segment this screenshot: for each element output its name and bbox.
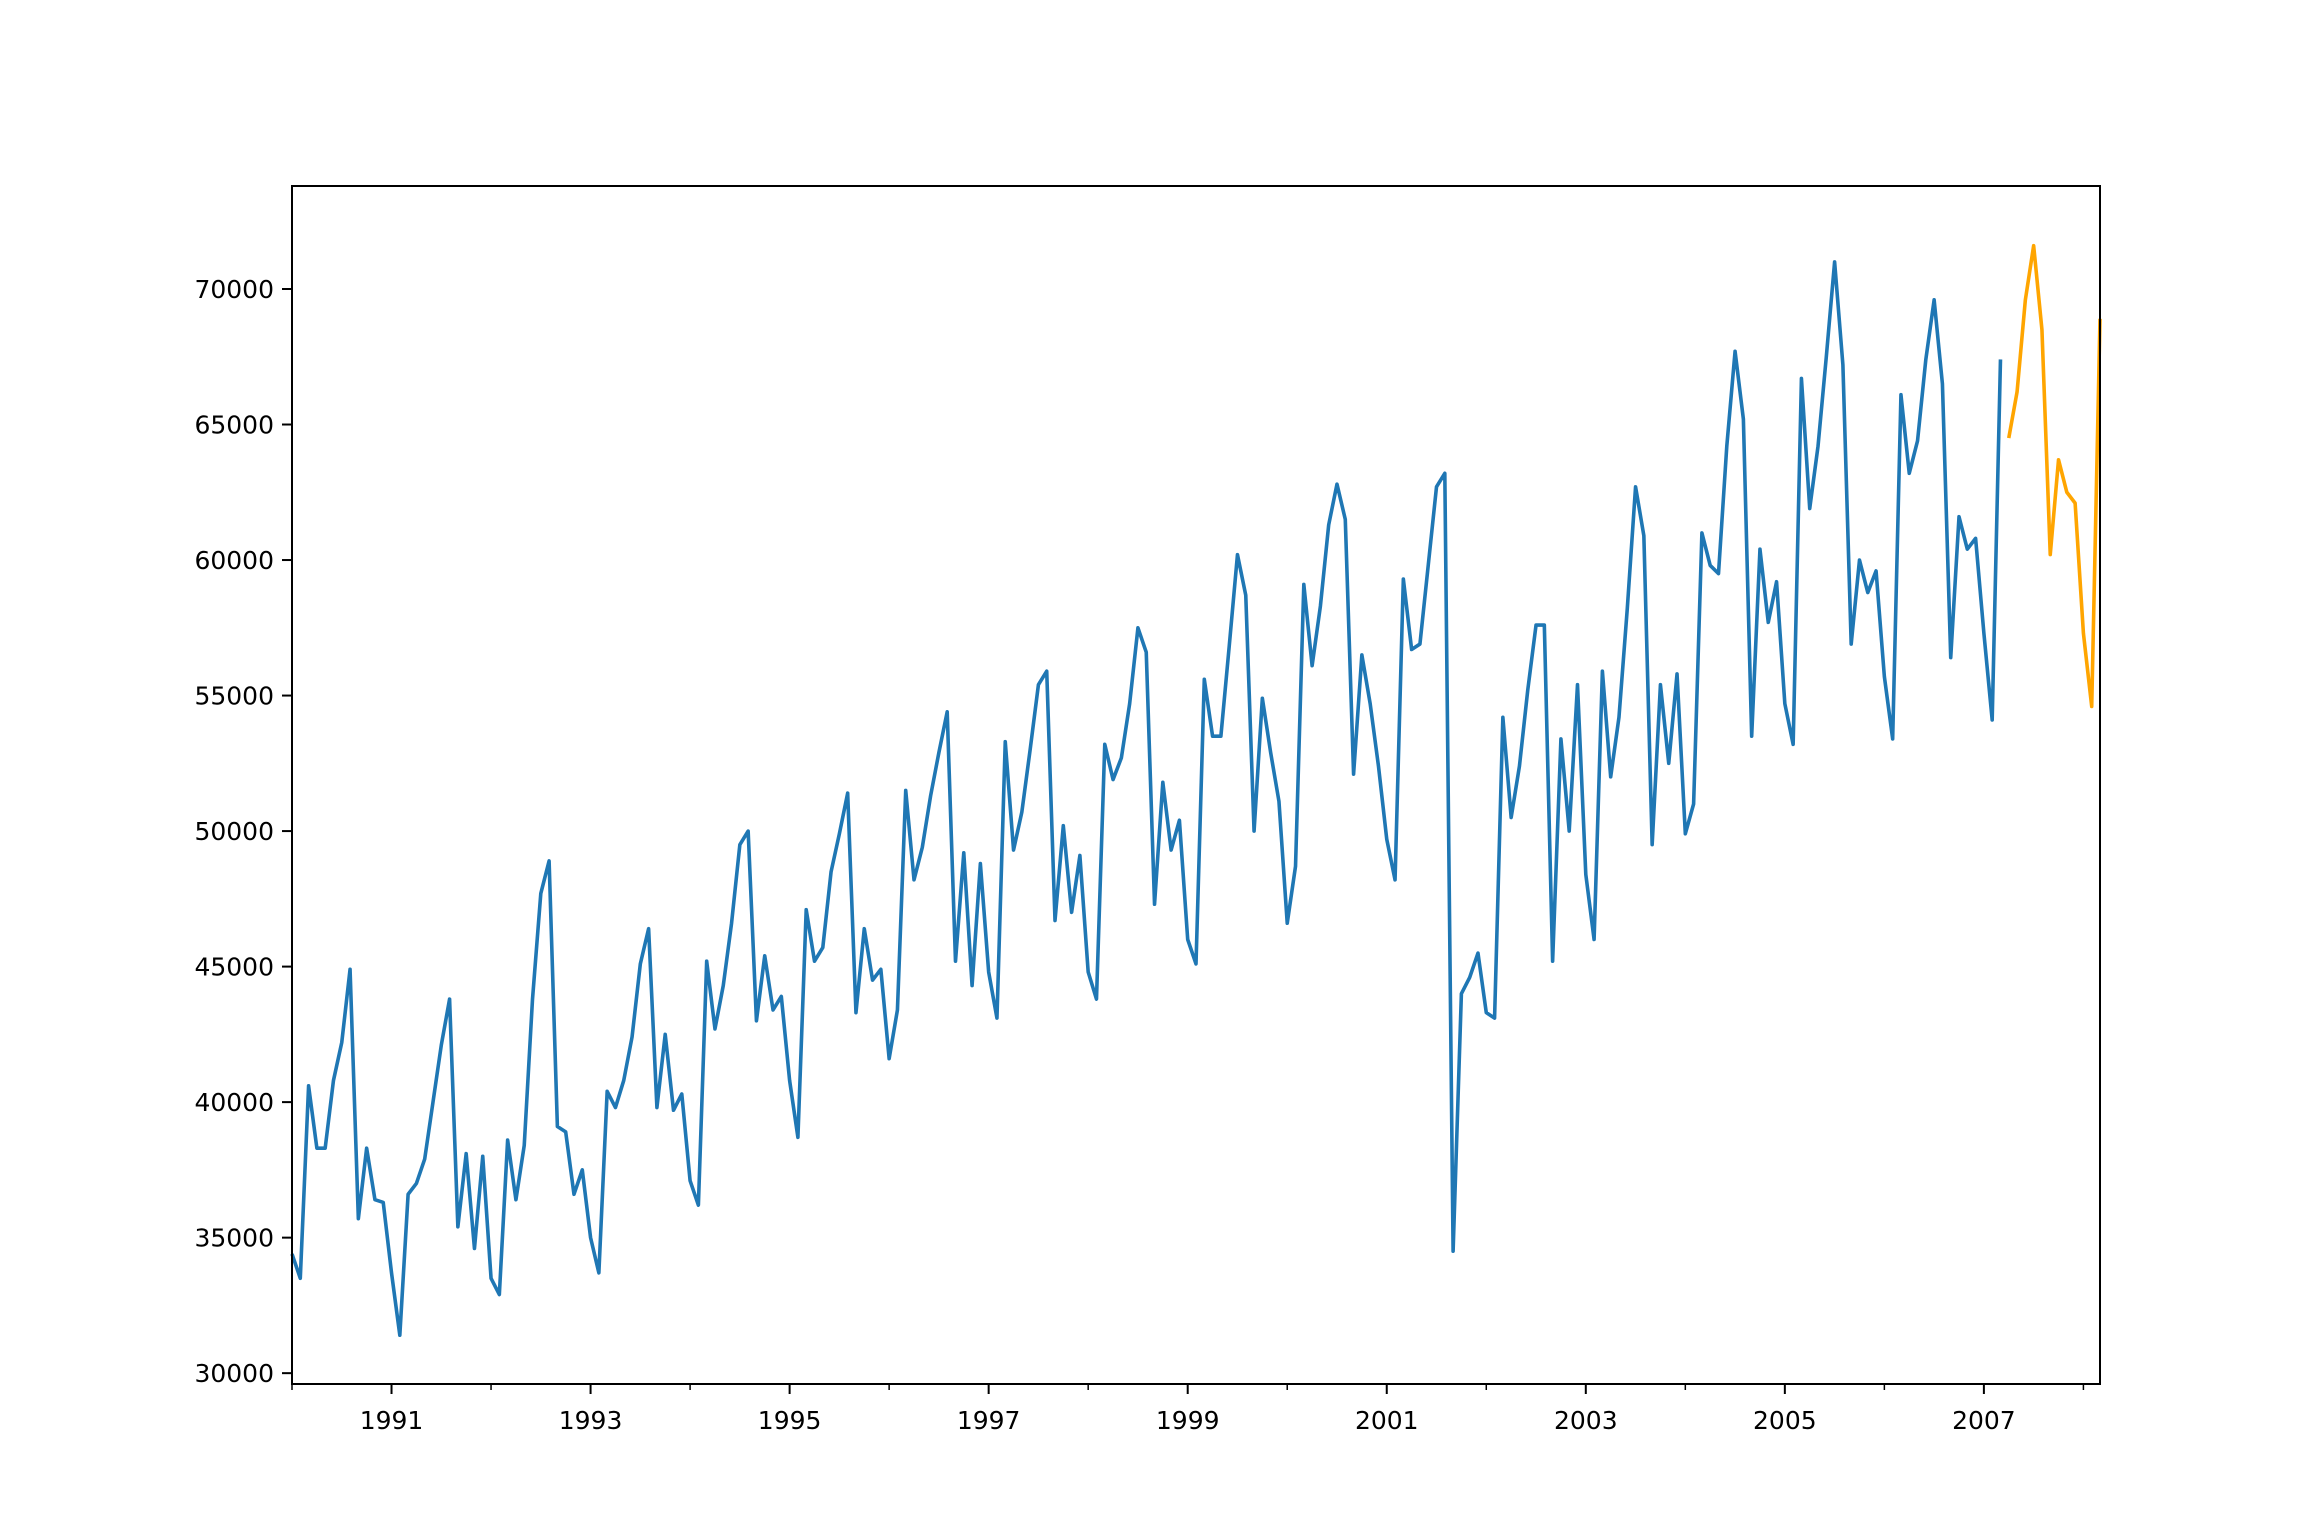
y-tick-label: 60000 [194,546,274,575]
series-line-2 [2006,243,2102,709]
series-line-1 [290,260,2003,1338]
y-tick-label: 45000 [194,953,274,982]
x-tick-label: 2001 [1355,1406,1419,1435]
x-tick-label: 1995 [758,1406,822,1435]
x-tick-label: 1991 [360,1406,424,1435]
x-tick-label: 2005 [1753,1406,1817,1435]
y-axis: 30000 35000 40000 45000 50000 55000 60000 65000… [194,275,292,1388]
x-tick-label: 2003 [1554,1406,1618,1435]
x-tick-label: 1999 [1156,1406,1220,1435]
y-tick-label: 70000 [194,275,274,304]
x-tick-label: 1993 [559,1406,623,1435]
y-tick-label: 65000 [194,411,274,440]
series-layer [290,243,2102,1338]
y-tick-label: 55000 [194,682,274,711]
x-tick-label: 2007 [1952,1406,2016,1435]
y-tick-label: 35000 [194,1224,274,1253]
x-axis: 1991 1993 1995 1997 1999 2001 2003 2005 2007 [291,1384,2085,1435]
y-tick-label: 40000 [194,1088,274,1117]
x-tick-label: 1997 [957,1406,1021,1435]
y-tick-label: 50000 [194,817,274,846]
y-tick-label: 30000 [194,1359,274,1388]
plot-area-frame [291,185,2101,1385]
